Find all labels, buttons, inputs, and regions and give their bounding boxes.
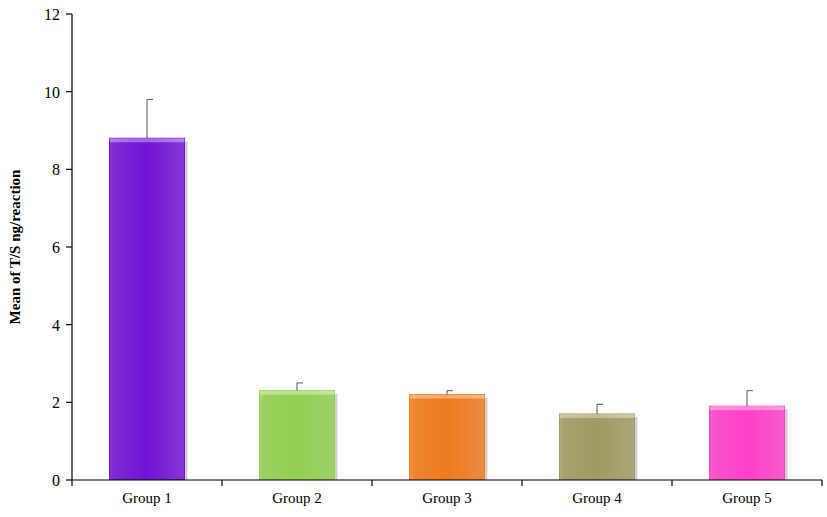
error-bar — [447, 391, 453, 395]
x-tick-label: Group 4 — [572, 490, 622, 506]
bar — [560, 414, 635, 480]
y-tick — [66, 402, 72, 403]
bar — [260, 391, 335, 480]
bar-highlight — [410, 395, 485, 399]
x-tick-label: Group 2 — [272, 490, 322, 506]
y-tick — [66, 91, 72, 92]
chart: 0 2 4 6 8 10 12 Group 1 Group 2 Group 3 Group 4 Gro… — [0, 0, 827, 517]
y-tick-label: 0 — [52, 472, 60, 489]
y-tick-label: 12 — [44, 6, 60, 23]
bar-highlight — [560, 414, 635, 418]
error-bar — [147, 99, 153, 138]
y-tick-label: 4 — [52, 317, 60, 334]
x-tick-label: Group 1 — [122, 490, 172, 506]
bar — [410, 395, 485, 480]
x-tick — [371, 480, 372, 486]
bar-highlight — [260, 391, 335, 395]
x-tick — [671, 480, 672, 486]
y-axis-label: Mean of T/S ng/reaction — [7, 169, 23, 325]
y-tick-label: 8 — [52, 161, 60, 178]
y-tick-label: 6 — [52, 239, 60, 256]
error-bar — [747, 391, 753, 407]
error-bar — [597, 404, 603, 414]
error-bar — [297, 383, 303, 391]
y-tick — [66, 479, 72, 480]
x-tick — [821, 480, 822, 486]
x-tick-label: Group 5 — [722, 490, 772, 506]
x-tick — [221, 480, 222, 486]
y-tick-label: 10 — [44, 84, 60, 101]
y-tick — [66, 324, 72, 325]
bar-highlight — [710, 406, 785, 410]
x-tick — [71, 480, 72, 486]
bar — [710, 406, 785, 480]
x-axis — [72, 479, 822, 480]
y-tick-label: 2 — [52, 394, 60, 411]
y-tick — [66, 13, 72, 14]
bar-highlight — [110, 138, 185, 142]
bar — [110, 138, 185, 480]
y-tick — [66, 169, 72, 170]
bars — [110, 99, 788, 480]
x-tick — [521, 480, 522, 486]
y-tick — [66, 246, 72, 247]
x-tick-label: Group 3 — [422, 490, 472, 506]
